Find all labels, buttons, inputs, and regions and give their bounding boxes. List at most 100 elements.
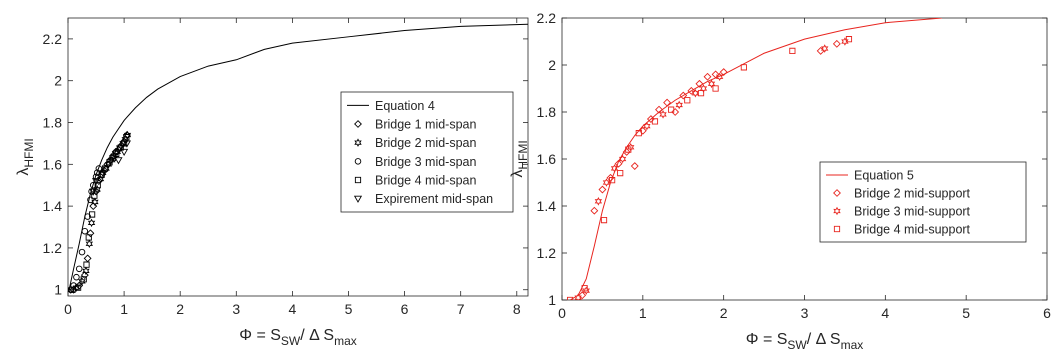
legend-label: Bridge 2 mid-span [375, 136, 476, 150]
data-point [841, 37, 849, 46]
data-point [845, 36, 853, 43]
data-point [668, 106, 675, 113]
data-point [120, 148, 129, 156]
series-5 [69, 134, 130, 293]
data-point [707, 79, 716, 89]
y-tick-label: 1.6 [537, 151, 557, 167]
data-point [87, 218, 96, 228]
data-point [122, 140, 131, 148]
y-tick-label: 1.4 [43, 198, 63, 214]
x-tick-label: 3 [801, 305, 809, 321]
data-point [606, 173, 615, 182]
x-tick-label: 0 [64, 301, 72, 317]
x-tick-label: 2 [720, 305, 728, 321]
plot-area [561, 17, 1048, 301]
data-point [566, 296, 574, 300]
legend-label: Bridge 1 mid-span [375, 118, 476, 132]
y-tick-label: 1.8 [537, 104, 557, 120]
x-tick-label: 6 [1043, 305, 1051, 321]
data-point [85, 239, 94, 249]
data-point [581, 285, 588, 292]
data-point [675, 100, 683, 110]
data-point [617, 170, 624, 177]
data-point [72, 283, 81, 292]
legend-label: Bridge 2 mid-support [854, 187, 971, 201]
data-point [832, 39, 841, 48]
data-point [610, 164, 619, 173]
data-point [574, 293, 582, 300]
y-tick-label: 1 [54, 282, 62, 298]
data-point [711, 70, 720, 79]
x-tick-label: 4 [288, 301, 296, 317]
data-point [618, 154, 627, 164]
x-axis-label: Φ = SSW/ Δ Smax [746, 331, 864, 352]
legend-label: Bridge 4 mid-support [854, 223, 971, 237]
data-point [93, 169, 101, 176]
data-point [684, 97, 691, 104]
legend: Equation 4 Bridge 1 mid-span Bridge 2 mid-… [340, 91, 514, 213]
data-point [80, 271, 89, 280]
data-point [789, 47, 796, 54]
legend: Equation 5 Bridge 2 mid-support Bridge 3 m… [819, 161, 1027, 243]
data-point [594, 197, 603, 206]
data-point [712, 85, 719, 92]
y-axis-label: λHFMI [509, 140, 530, 177]
data-point [821, 44, 829, 53]
x-tick-label: 4 [881, 305, 889, 321]
data-point [91, 192, 98, 199]
data-point [123, 130, 132, 140]
data-point [80, 276, 87, 283]
data-layer [566, 18, 942, 300]
y-tick-label: 2.2 [537, 10, 557, 26]
data-point [84, 213, 91, 220]
y-tick-label: 2.2 [43, 31, 63, 47]
y-tick-label: 1.2 [43, 240, 63, 256]
y-tick-label: 1.6 [43, 156, 63, 172]
data-point [73, 273, 80, 281]
data-point [98, 171, 105, 178]
data-point [740, 64, 747, 71]
series-3 [574, 37, 849, 300]
series-4 [566, 36, 853, 300]
data-point [663, 98, 672, 107]
data-point [630, 162, 639, 170]
data-point [719, 68, 728, 76]
data-point [659, 110, 667, 119]
data-point [69, 286, 76, 293]
x-tick-label: 7 [457, 301, 465, 317]
data-point [609, 177, 616, 184]
data-point [578, 291, 587, 300]
data-point [75, 265, 83, 273]
legend-marker [354, 158, 362, 165]
data-point [703, 72, 712, 81]
x-tick-label: 8 [513, 301, 521, 317]
panel-2: 0 1 2 3 4 5 611.21.41.61.822.2Φ = SSW/ Δ Smaxλ… [509, 10, 1051, 352]
data-point [86, 229, 95, 238]
y-tick-label: 1.8 [43, 115, 63, 131]
x-tick-label: 0 [558, 305, 566, 321]
data-point [78, 248, 86, 256]
data-point [113, 150, 120, 157]
legend-box [819, 161, 1027, 243]
legend-label: Bridge 4 mid-span [375, 174, 476, 188]
data-point [695, 79, 704, 88]
series-line [569, 18, 942, 300]
data-point [651, 118, 659, 125]
data-layer [68, 23, 528, 295]
x-tick-label: 3 [232, 301, 240, 317]
data-point [598, 185, 607, 194]
data-point [638, 126, 647, 135]
series-6 [89, 140, 131, 196]
data-point [643, 121, 651, 131]
legend-marker [354, 176, 362, 184]
data-point [622, 148, 631, 156]
data-point [614, 159, 623, 168]
x-tick-label: 5 [345, 301, 353, 317]
data-point [123, 134, 130, 141]
data-point [81, 227, 89, 235]
legend-marker [833, 206, 841, 216]
x-tick-label: 5 [962, 305, 970, 321]
data-point [590, 206, 599, 215]
data-point [101, 165, 109, 172]
data-point [646, 115, 655, 123]
